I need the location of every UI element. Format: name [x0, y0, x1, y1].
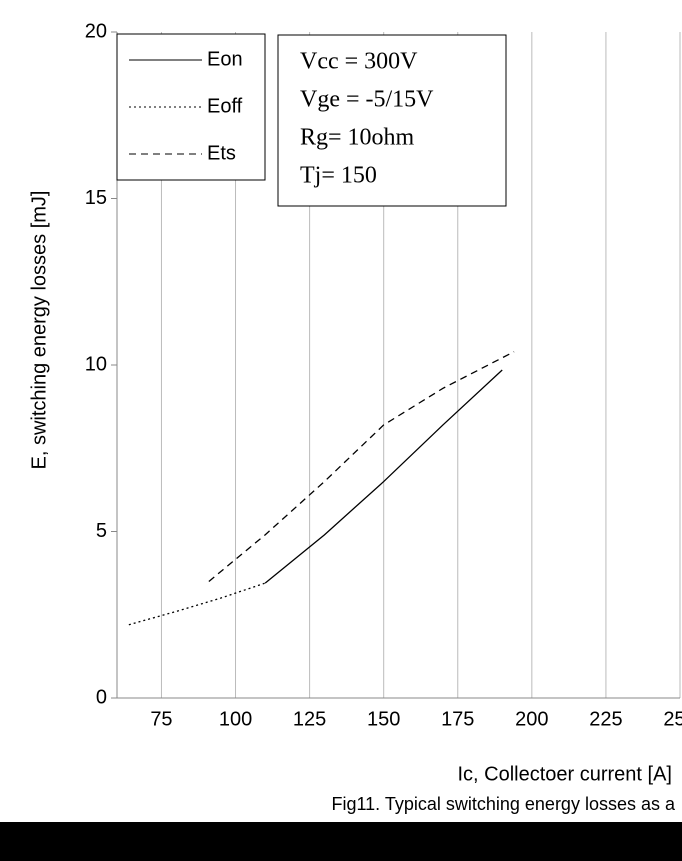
x-tick-label: 225	[589, 708, 622, 730]
annotation: Tj= 150	[300, 163, 377, 189]
x-tick-label: 250	[663, 708, 682, 730]
annotation: Vcc = 300V	[300, 49, 418, 75]
caption: Fig11. Typical switching energy losses a…	[331, 794, 675, 814]
x-tick-label: 200	[515, 708, 548, 730]
annotation: Vge = -5/15V	[300, 87, 434, 113]
y-tick-label: 10	[85, 353, 107, 375]
x-axis-label: Ic, Collectoer current [A]	[457, 763, 672, 785]
y-tick-label: 15	[85, 187, 107, 209]
y-tick-label: 0	[96, 686, 107, 708]
y-tick-label: 20	[85, 20, 107, 42]
y-axis-label: E, switching energy losses [mJ]	[28, 191, 50, 470]
footer-bar	[0, 822, 682, 861]
annotation: Rg= 10ohm	[300, 125, 415, 151]
legend-label: Ets	[207, 142, 236, 164]
series-line	[128, 582, 266, 626]
x-tick-label: 100	[219, 708, 252, 730]
y-tick-label: 5	[96, 520, 107, 542]
series-line	[264, 369, 503, 584]
x-tick-label: 150	[367, 708, 400, 730]
legend-label: Eoff	[207, 95, 243, 117]
x-tick-label: 175	[441, 708, 474, 730]
series-line	[208, 351, 515, 582]
x-tick-label: 125	[293, 708, 326, 730]
x-tick-label: 75	[150, 708, 172, 730]
parameter-box	[277, 34, 507, 207]
legend-label: Eon	[207, 48, 243, 70]
